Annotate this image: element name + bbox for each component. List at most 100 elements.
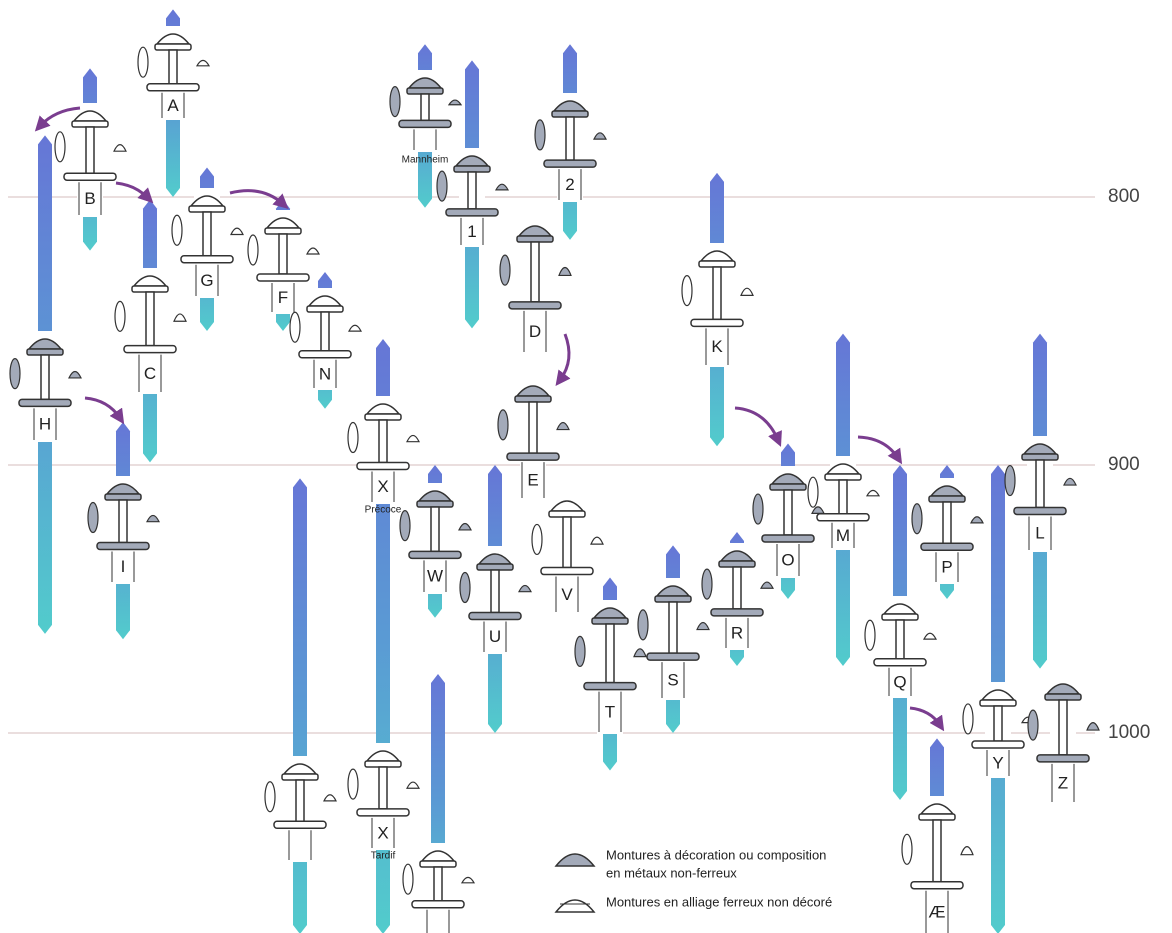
upper-guard — [517, 236, 553, 242]
grip — [606, 624, 614, 683]
type-label: U — [489, 627, 501, 646]
sword: Mannheim — [390, 70, 461, 166]
sword: 2 — [535, 93, 606, 202]
pommel-icon — [231, 228, 243, 234]
arrow — [858, 437, 898, 458]
section-icon — [753, 494, 763, 524]
upper-guard — [189, 206, 225, 212]
sword: I — [88, 476, 159, 584]
upper-guard — [420, 861, 456, 867]
type-label: V — [561, 585, 573, 604]
pommel-icon — [459, 524, 471, 530]
crossguard — [409, 551, 461, 558]
grip — [279, 234, 287, 274]
type-label: K — [711, 337, 723, 356]
sword: Æ — [902, 796, 973, 933]
type-label: 1 — [467, 222, 476, 241]
grip — [896, 620, 904, 659]
sword: L — [1005, 436, 1076, 552]
pommel-icon — [594, 133, 606, 139]
section-icon — [265, 782, 275, 812]
crossguard — [874, 659, 926, 666]
grip — [563, 517, 571, 568]
section-icon — [682, 276, 692, 306]
crossguard — [911, 882, 963, 889]
legend-text: Montures à décoration ou composition — [606, 847, 826, 862]
grip — [529, 402, 537, 453]
type-label: G — [200, 271, 213, 290]
sword: S — [638, 578, 709, 700]
sword: A — [138, 26, 209, 120]
upper-guard — [265, 228, 301, 234]
type-label: Y — [992, 754, 1003, 773]
section-icon — [400, 511, 410, 541]
upper-guard — [719, 561, 755, 567]
grip — [784, 490, 792, 535]
crossguard — [541, 568, 593, 575]
grip — [1036, 460, 1044, 507]
sword: B — [55, 103, 126, 217]
upper-guard — [515, 396, 551, 402]
type-label: C — [144, 364, 156, 383]
crossguard — [1037, 755, 1089, 762]
upper-guard — [477, 564, 513, 570]
grip — [296, 780, 304, 821]
sword: M — [808, 456, 879, 550]
crossguard — [469, 612, 521, 619]
crossguard — [647, 653, 699, 660]
pommel-icon — [741, 288, 753, 295]
pommel-icon — [519, 585, 531, 591]
crossguard — [921, 543, 973, 550]
pommel-icon — [557, 422, 569, 429]
upper-guard — [549, 511, 585, 517]
grip — [169, 50, 177, 84]
arrow — [735, 408, 778, 440]
crossguard — [97, 542, 149, 549]
upper-guard — [407, 88, 443, 94]
sword — [403, 843, 474, 933]
pommel-icon — [867, 490, 879, 495]
axis-label: 900 — [1108, 454, 1140, 475]
crossguard — [507, 453, 559, 460]
grip — [146, 292, 154, 346]
type-name: Mannheim — [402, 155, 449, 166]
type-label: N — [319, 364, 331, 383]
arrow — [560, 334, 569, 380]
type-label: S — [667, 671, 678, 690]
crossguard — [181, 256, 233, 263]
section-icon — [500, 255, 510, 285]
sword: T — [575, 600, 646, 734]
page: {"axis": {"ticks": [800, 900, 1000]}, "n… — [0, 0, 1172, 933]
type-label: X — [377, 477, 388, 496]
sword: F — [248, 210, 319, 314]
legend-text: en métaux non-ferreux — [606, 865, 737, 880]
pommel-icon — [634, 649, 646, 657]
crossguard — [124, 346, 176, 353]
upper-guard — [282, 774, 318, 780]
sword: E — [498, 378, 569, 500]
grip — [203, 212, 211, 256]
section-icon — [575, 636, 585, 666]
crossguard — [147, 84, 199, 91]
pommel-icon — [69, 372, 81, 378]
section-icon — [808, 477, 818, 507]
crossguard — [691, 319, 743, 326]
section-icon — [390, 87, 400, 117]
crossguard — [357, 462, 409, 469]
pommel-icon — [591, 537, 603, 544]
upper-guard — [155, 44, 191, 50]
pommel-icon — [307, 248, 319, 254]
pommel-icon — [1087, 723, 1099, 730]
crossguard — [257, 274, 309, 281]
pommel-icon — [697, 622, 709, 629]
pommel-icon — [462, 877, 474, 882]
section-icon — [865, 620, 875, 650]
section-icon — [532, 524, 542, 554]
crossguard — [299, 351, 351, 358]
type-label: W — [427, 567, 443, 586]
section-icon — [115, 301, 125, 331]
crossguard — [1014, 507, 1066, 514]
crossguard — [544, 160, 596, 167]
sword: N — [290, 288, 361, 390]
upper-guard — [770, 484, 806, 490]
